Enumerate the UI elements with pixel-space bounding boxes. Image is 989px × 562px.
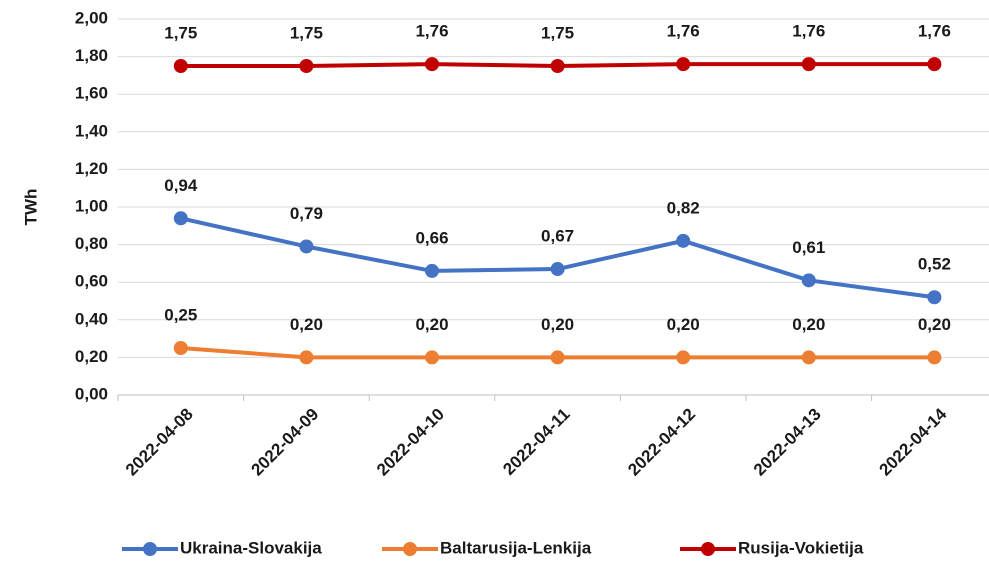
x-tick-label: 2022-04-09 (247, 405, 322, 480)
x-tick-label: 2022-04-13 (750, 405, 825, 480)
y-tick-label: 1,20 (75, 159, 108, 178)
data-label: 0,67 (541, 227, 574, 246)
data-label: 1,76 (792, 22, 825, 41)
data-label: 1,75 (290, 23, 323, 42)
y-tick-label: 0,00 (75, 384, 108, 403)
data-label: 0,94 (164, 176, 198, 195)
data-point (801, 273, 816, 288)
data-point (425, 57, 439, 72)
data-label: 1,76 (415, 22, 448, 41)
data-label: 0,25 (164, 305, 197, 324)
data-point (299, 239, 314, 254)
data-label: 0,20 (667, 315, 700, 334)
y-tick-label: 2,00 (75, 8, 108, 27)
data-point (676, 350, 691, 365)
data-point (550, 59, 565, 73)
y-tick-label: 1,60 (75, 84, 108, 103)
data-point (801, 350, 816, 365)
legend-label: Baltarusija-Lenkija (440, 538, 592, 557)
data-label: 1,76 (918, 22, 951, 41)
y-tick-label: 1,40 (75, 121, 108, 140)
legend-label: Rusija-Vokietija (738, 538, 864, 557)
data-point (425, 350, 439, 365)
y-axis-label: TWh (21, 189, 40, 226)
x-tick-label: 2022-04-10 (373, 405, 448, 480)
data-label: 1,75 (164, 23, 197, 42)
legend-marker (403, 542, 417, 556)
y-tick-label: 0,80 (75, 234, 108, 253)
data-label: 1,75 (541, 23, 574, 42)
data-point (173, 59, 188, 73)
data-label: 0,20 (792, 315, 825, 334)
data-label: 0,61 (792, 238, 825, 257)
x-tick-label: 2022-04-08 (122, 405, 197, 480)
data-label: 1,76 (667, 22, 700, 41)
data-point (676, 57, 691, 72)
legend-label: Ukraina-Slovakija (180, 538, 322, 557)
data-label: 0,20 (918, 315, 951, 334)
data-point (927, 57, 942, 72)
data-point (173, 211, 188, 226)
data-point (801, 57, 816, 72)
data-label: 0,20 (415, 315, 448, 334)
x-tick-label: 2022-04-14 (875, 404, 950, 479)
data-label: 0,20 (541, 315, 574, 334)
data-label: 0,20 (290, 315, 323, 334)
data-point (927, 350, 942, 365)
legend-marker (143, 542, 157, 556)
data-point (173, 341, 188, 355)
data-point (299, 59, 314, 73)
data-label: 0,52 (918, 255, 951, 274)
y-tick-label: 1,00 (75, 196, 108, 215)
x-tick-label: 2022-04-12 (624, 405, 699, 480)
y-tick-label: 0,20 (75, 347, 108, 366)
y-tick-label: 1,80 (75, 46, 108, 65)
y-tick-label: 0,60 (75, 272, 108, 291)
data-point (676, 233, 691, 248)
y-tick-label: 0,40 (75, 309, 108, 328)
data-point (550, 350, 565, 365)
data-label: 0,66 (415, 228, 448, 247)
data-point (550, 262, 565, 277)
data-label: 0,79 (290, 204, 323, 223)
data-point (299, 350, 314, 365)
data-point (425, 263, 439, 278)
data-point (927, 290, 942, 305)
legend-marker (701, 542, 715, 556)
data-label: 0,82 (667, 198, 700, 217)
x-tick-label: 2022-04-11 (499, 405, 573, 479)
